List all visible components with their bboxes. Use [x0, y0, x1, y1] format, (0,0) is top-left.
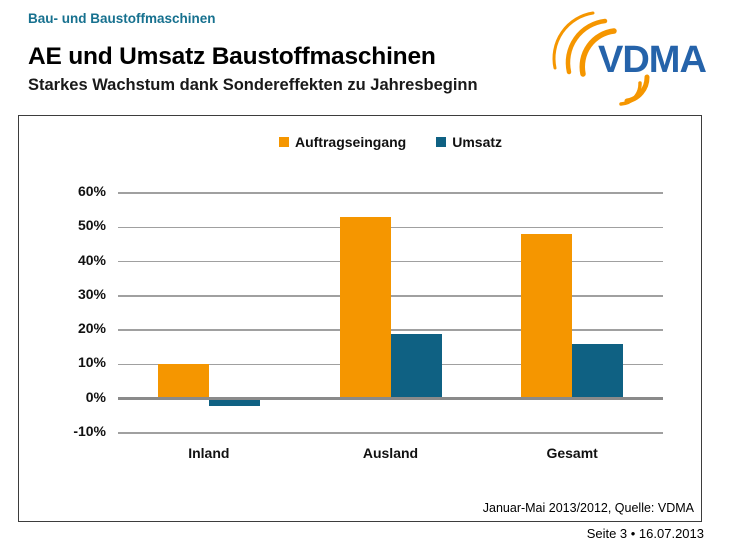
bar-umsatz-gesamt	[572, 343, 624, 399]
bar-umsatz-inland	[208, 398, 260, 406]
slide-subtitle: Starkes Wachstum dank Sondereffekten zu …	[28, 76, 478, 94]
bar-auftragseingang-gesamt	[521, 234, 573, 399]
ytick-label-20: 20%	[77, 320, 106, 337]
gridline-0	[118, 397, 663, 401]
vdma-logo-arcs	[552, 11, 650, 106]
plot-area: 60% 50% 40% 30% 20% 10% 0% -10% Inland Ausland Ges…	[19, 116, 701, 521]
ytick-label-30: 30%	[77, 285, 106, 302]
ytick-label-50: 50%	[77, 217, 106, 234]
legend-swatch-umsatz	[436, 137, 447, 147]
legend-swatch-auftragseingang	[278, 137, 289, 147]
category-label-gesamt: Gesamt	[546, 445, 598, 461]
bar-auftragseingang-ausland	[339, 217, 391, 399]
ytick-label-40: 40%	[77, 251, 106, 268]
ytick-label-0: 0%	[85, 388, 106, 405]
legend-item-umsatz: Umsatz	[436, 134, 502, 150]
ytick-label--10: -10%	[73, 423, 106, 439]
gridline-40	[118, 260, 663, 263]
legend-label-auftragseingang: Auftragseingang	[294, 134, 407, 150]
page-footer: Seite 3 • 16.07.2013	[586, 526, 704, 541]
category-label-inland: Inland	[188, 445, 230, 461]
bar-umsatz-ausland	[390, 333, 442, 399]
ytick-label-60: 60%	[77, 183, 106, 199]
vdma-logo: VDMA	[548, 0, 720, 108]
gridline-60	[118, 192, 663, 194]
gridline-50	[118, 226, 663, 229]
category-heading: Bau- und Baustoffmaschinen	[28, 11, 216, 26]
bar-auftragseingang-inland	[157, 364, 209, 399]
slide-title: AE und Umsatz Baustoffmaschinen	[28, 43, 436, 70]
gridline--10	[118, 432, 663, 434]
chart-legend: Auftragseingang Umsatz	[118, 133, 663, 151]
chart-panel: Auftragseingang Umsatz 60% 50% 40% 30% 20% 10%…	[18, 115, 702, 522]
gridline-20	[118, 329, 663, 331]
gridline-30	[118, 295, 663, 297]
category-label-ausland: Ausland	[362, 445, 419, 461]
source-note: Januar-Mai 2013/2012, Quelle: VDMA	[482, 501, 694, 515]
legend-item-auftragseingang: Auftragseingang	[278, 134, 407, 150]
vdma-logo-graphic: VDMA	[552, 11, 707, 106]
ytick-label-10: 10%	[77, 354, 106, 371]
vdma-logo-text: VDMA	[598, 39, 706, 81]
legend-label-umsatz: Umsatz	[452, 134, 503, 150]
